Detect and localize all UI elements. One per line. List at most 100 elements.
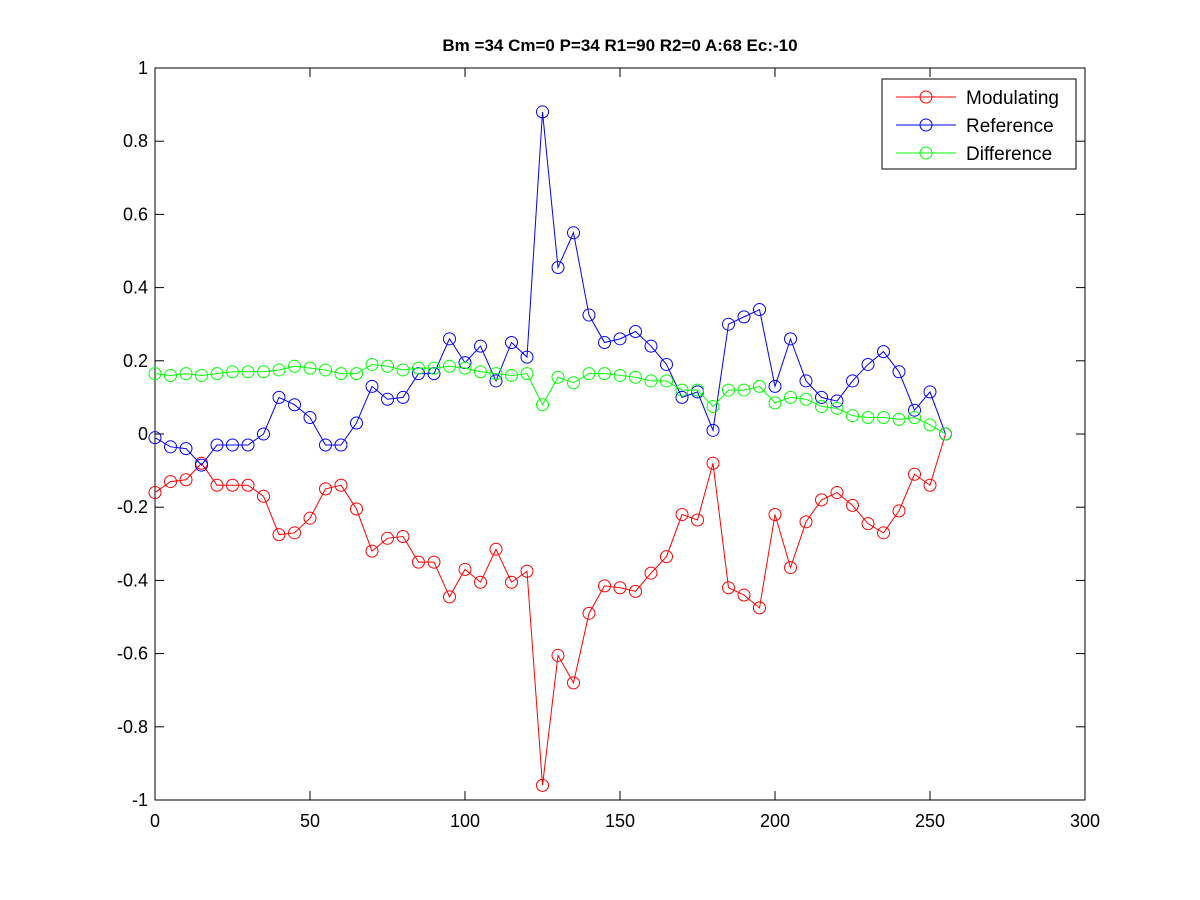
data-point — [489, 367, 503, 381]
data-point — [768, 396, 782, 410]
data-point — [861, 357, 875, 371]
series-line-reference — [154, 111, 946, 466]
data-point — [272, 528, 286, 542]
data-point — [303, 411, 317, 425]
y-tick-label: -0.2 — [117, 497, 148, 517]
data-point — [195, 368, 208, 382]
data-point — [396, 529, 410, 543]
data-point — [412, 361, 425, 375]
data-point — [551, 648, 565, 662]
data-point — [644, 566, 658, 580]
data-point — [381, 359, 394, 373]
x-tick-label: 50 — [300, 811, 320, 831]
data-point — [505, 336, 518, 349]
data-point — [458, 562, 472, 576]
data-point — [567, 226, 580, 240]
data-point — [489, 542, 503, 556]
data-point — [443, 359, 456, 373]
data-point — [179, 442, 193, 456]
data-point — [210, 478, 224, 492]
data-point — [799, 374, 813, 388]
data-point — [815, 390, 828, 404]
data-point — [629, 325, 642, 339]
data-point — [365, 544, 379, 558]
data-point — [892, 365, 906, 379]
data-point — [226, 478, 239, 492]
x-tick-label: 100 — [450, 811, 480, 831]
x-tick-label: 200 — [760, 811, 790, 831]
data-point — [520, 367, 534, 381]
data-point — [536, 778, 549, 792]
data-point — [908, 467, 921, 481]
data-point — [443, 590, 456, 604]
data-point — [598, 579, 611, 593]
data-point — [737, 383, 751, 397]
data-point — [706, 423, 720, 437]
data-point — [784, 561, 797, 575]
legend-marker — [919, 90, 933, 104]
data-point — [520, 564, 534, 578]
data-point — [753, 303, 766, 317]
data-point — [365, 379, 379, 393]
data-point — [241, 438, 255, 452]
data-point — [551, 260, 565, 274]
x-tick-label: 150 — [605, 811, 635, 831]
data-point — [257, 489, 270, 503]
data-point — [753, 601, 766, 615]
data-point — [164, 440, 177, 454]
data-point — [675, 383, 689, 397]
data-point — [164, 368, 177, 382]
data-point — [288, 398, 301, 412]
y-tick-label: 0.6 — [123, 204, 148, 224]
legend-label: Modulating — [966, 88, 1059, 109]
data-point — [675, 390, 689, 404]
y-tick-label: 0 — [138, 424, 148, 444]
y-tick-label: 0.2 — [123, 351, 148, 371]
data-point — [350, 367, 363, 381]
data-point — [830, 486, 844, 500]
data-point — [443, 332, 456, 346]
data-point — [179, 473, 193, 487]
data-point — [288, 359, 301, 373]
data-point — [412, 367, 425, 381]
data-point — [629, 584, 642, 598]
data-point — [861, 517, 875, 531]
data-point — [644, 374, 658, 388]
plot-area — [154, 67, 1086, 801]
data-point — [737, 588, 751, 602]
legend-marker — [919, 118, 933, 132]
data-point — [350, 502, 363, 516]
data-point — [474, 365, 487, 379]
data-point — [784, 332, 797, 346]
data-point — [784, 390, 797, 404]
series-line-modulating — [154, 433, 946, 786]
data-point — [660, 550, 673, 564]
data-point — [644, 339, 658, 353]
legend-marker — [919, 146, 933, 160]
data-point — [241, 365, 255, 379]
data-point — [272, 390, 286, 404]
data-point — [257, 365, 270, 379]
data-point — [892, 412, 906, 426]
data-point — [148, 431, 162, 445]
data-point — [350, 416, 363, 430]
data-point — [706, 400, 720, 414]
data-point — [551, 370, 565, 384]
data-point — [660, 374, 673, 388]
data-point — [303, 511, 317, 525]
data-point — [846, 374, 859, 388]
series-difference — [148, 357, 952, 441]
data-point — [923, 418, 937, 432]
data-point — [412, 555, 425, 569]
y-tick-label: -0.8 — [117, 717, 148, 737]
data-point — [148, 367, 162, 381]
series-reference — [148, 105, 952, 472]
data-point — [892, 504, 906, 518]
data-point — [458, 361, 472, 375]
data-point — [536, 105, 549, 119]
data-point — [319, 438, 332, 452]
data-point — [706, 456, 720, 470]
data-point — [381, 531, 394, 545]
series-group — [148, 105, 952, 792]
